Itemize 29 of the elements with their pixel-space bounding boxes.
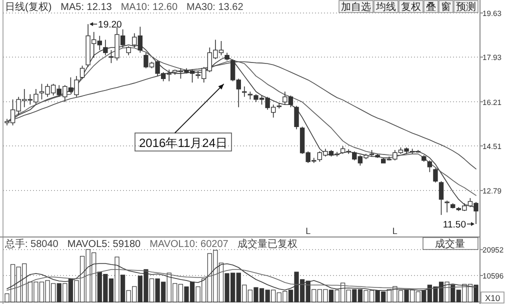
annotation: 加自选 — [341, 1, 371, 13]
annotation: 19.20 — [98, 20, 122, 31]
annotation: 成交量 — [435, 238, 465, 250]
candlestick — [80, 65, 85, 80]
text: MA10: 12.60 — [120, 2, 178, 13]
candlestick — [438, 180, 444, 216]
annotation: L — [306, 226, 311, 236]
text: MA5: 12.13 — [60, 2, 112, 13]
annotation: 均线 — [375, 1, 396, 13]
candlestick — [242, 86, 247, 98]
annotation: 2016年11月24日 — [139, 136, 228, 150]
candlestick — [444, 200, 450, 213]
annotation: 预测 — [456, 1, 476, 13]
annotation: 复权 — [401, 1, 421, 13]
series-label: MAVOL10: 60207 — [150, 239, 229, 250]
text: MA30: 13.62 — [186, 2, 244, 13]
candlestick — [427, 160, 432, 173]
candlestick — [294, 106, 299, 130]
annotation: 窗 — [441, 1, 451, 13]
text: X10 — [484, 293, 500, 303]
candlestick — [433, 168, 438, 183]
chart-title: 日线(复权) — [5, 1, 52, 13]
line-series — [6, 269, 476, 291]
annotation: 成交量已复权 — [237, 238, 298, 250]
annotation: L — [392, 226, 398, 236]
annotation: 11.50 — [442, 220, 466, 231]
annotation: 叠 — [426, 2, 436, 13]
annotation: 总手: 58040 — [4, 238, 59, 250]
series-label: MAVOL5: 59180 — [67, 239, 142, 250]
